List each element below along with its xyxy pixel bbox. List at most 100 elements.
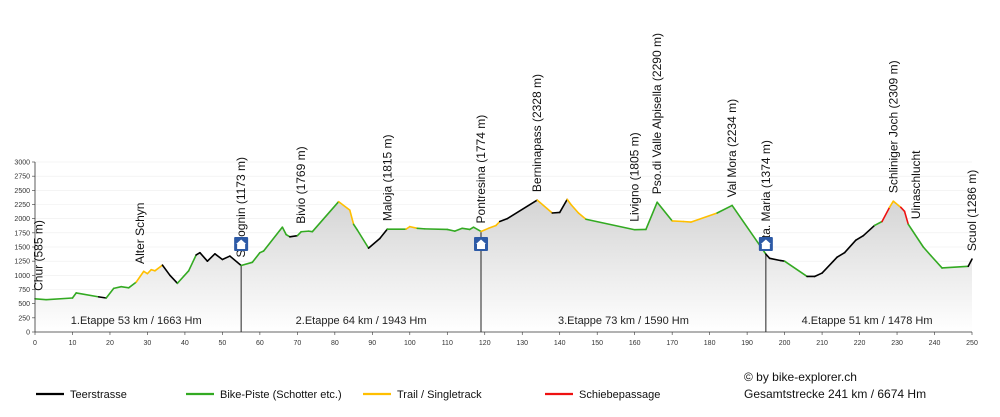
- route-segment-trail: [135, 270, 145, 283]
- x-tick-label: 80: [331, 340, 339, 347]
- x-tick-label: 240: [929, 340, 941, 347]
- y-tick-label: 1250: [14, 259, 30, 266]
- route-segment-bike: [71, 292, 78, 299]
- stage-label: 1.Etappe 53 km / 1663 Hm: [71, 315, 202, 327]
- route-segment-trail: [146, 268, 152, 275]
- x-tick-label: 200: [779, 340, 791, 347]
- stage-labels: 1.Etappe 53 km / 1663 Hm 2.Etappe 64 km /…: [71, 315, 933, 327]
- y-tick-label: 500: [18, 301, 30, 308]
- x-tick-label: 230: [891, 340, 903, 347]
- axes: 0250500750100012501500175020002250250027…: [14, 160, 978, 348]
- route-segment-road: [229, 255, 242, 267]
- legend-label: Bike-Piste (Schotter etc.): [220, 389, 342, 401]
- route-segment-trail: [408, 225, 419, 230]
- route-segment-bike: [300, 230, 310, 233]
- credit-text: © by bike-explorer.ch: [744, 370, 857, 384]
- hotel-icon-house: [477, 244, 486, 249]
- place-label: Scuol (1286 m): [965, 170, 979, 251]
- route-segment-push: [881, 206, 891, 223]
- x-tick-label: 210: [816, 340, 828, 347]
- hotel-icon-house: [237, 244, 246, 249]
- y-tick-label: 2000: [14, 216, 30, 223]
- x-tick-label: 120: [479, 340, 491, 347]
- x-tick-label: 220: [854, 340, 866, 347]
- place-label: Maloja (1815 m): [380, 134, 394, 221]
- route-segment-trail: [682, 220, 692, 223]
- route-segment-bike: [656, 201, 673, 222]
- legend-label: Trail / Singletrack: [397, 389, 482, 401]
- place-label: Alter Schyn: [133, 203, 147, 264]
- route-segment-bike: [105, 287, 115, 299]
- route-segment-road: [498, 217, 509, 223]
- route-segment-bike: [416, 227, 426, 230]
- route-segment-bike: [356, 229, 370, 249]
- route-segment-trail: [566, 198, 572, 206]
- x-tick-label: 10: [69, 340, 77, 347]
- y-tick-label: 2750: [14, 174, 30, 181]
- hotel-icon: [234, 237, 249, 251]
- route-segment-road: [214, 253, 224, 261]
- hotel-icon: [474, 237, 489, 251]
- route-segment-trail: [570, 203, 580, 214]
- hotel-icon-house: [761, 244, 770, 249]
- stage-label: 4.Etappe 51 km / 1478 Hm: [802, 315, 933, 327]
- x-tick-label: 90: [368, 340, 376, 347]
- route-segment-trail: [495, 220, 501, 227]
- place-label: Savognin (1173 m): [234, 157, 248, 258]
- route-segment-road: [97, 296, 108, 299]
- legend-label: Schiebepassage: [579, 389, 660, 401]
- route-segment-road: [765, 253, 771, 260]
- x-tick-label: 190: [741, 340, 753, 347]
- y-tick-label: 750: [18, 287, 30, 294]
- x-tick-label: 20: [106, 340, 114, 347]
- y-tick-label: 2500: [14, 188, 30, 195]
- route-segment-road: [967, 258, 973, 268]
- route-segment-bike: [645, 201, 658, 231]
- route-segment-bike: [907, 223, 925, 248]
- route-segment-road: [161, 264, 171, 277]
- x-tick-label: 130: [516, 340, 528, 347]
- route-segment-road: [813, 272, 823, 278]
- place-label: Pso.di Valle Alpisella (2290 m): [650, 33, 664, 194]
- route-segment-trail: [690, 212, 718, 223]
- hotel-icon: [758, 237, 773, 251]
- x-tick-label: 170: [666, 340, 678, 347]
- hotel-icon-roof: [760, 239, 771, 244]
- legend-label: Teerstrasse: [70, 389, 127, 401]
- route-segment-bike: [34, 298, 48, 301]
- route-segments: [34, 198, 973, 301]
- route-segment-bike: [716, 204, 733, 214]
- route-segment-trail: [671, 220, 685, 223]
- stage-label: 2.Etappe 64 km / 1943 Hm: [296, 315, 427, 327]
- y-tick-label: 0: [26, 330, 30, 337]
- total-distance-text: Gesamtstrecke 241 km / 6674 Hm: [744, 387, 926, 401]
- route-segment-road: [206, 253, 216, 262]
- route-segment-road: [221, 255, 231, 261]
- place-label: Schliniger Joch (2309 m): [886, 60, 900, 193]
- x-tick-label: 40: [181, 340, 189, 347]
- route-segment-bike: [461, 227, 471, 231]
- place-labels: Chur (585 m) Alter Schyn Savognin (1173 m)…: [32, 33, 979, 291]
- route-segment-road: [289, 234, 299, 238]
- y-tick-label: 1750: [14, 230, 30, 237]
- route-segment-bike: [240, 261, 254, 267]
- route-segment-trail: [487, 224, 497, 230]
- route-segment-road: [843, 239, 857, 254]
- route-segment-bike: [453, 227, 464, 232]
- hotel-icon-roof: [476, 239, 487, 244]
- x-tick-label: 70: [293, 340, 301, 347]
- route-segment-road: [199, 251, 209, 262]
- route-segment-bike: [262, 226, 284, 252]
- route-segment-trail: [349, 209, 355, 226]
- place-label: Berninapass (2328 m): [530, 74, 544, 192]
- place-label: Livigno (1805 m): [628, 132, 642, 221]
- route-segment-trail: [888, 200, 895, 209]
- x-tick-label: 180: [704, 340, 716, 347]
- route-segment-trail: [536, 199, 554, 214]
- route-segment-trail: [154, 264, 164, 272]
- route-segment-bike: [45, 297, 74, 301]
- route-segment-bike: [112, 285, 122, 290]
- route-segment-bike: [296, 230, 302, 237]
- place-label: Pontresina (1774 m): [474, 115, 488, 224]
